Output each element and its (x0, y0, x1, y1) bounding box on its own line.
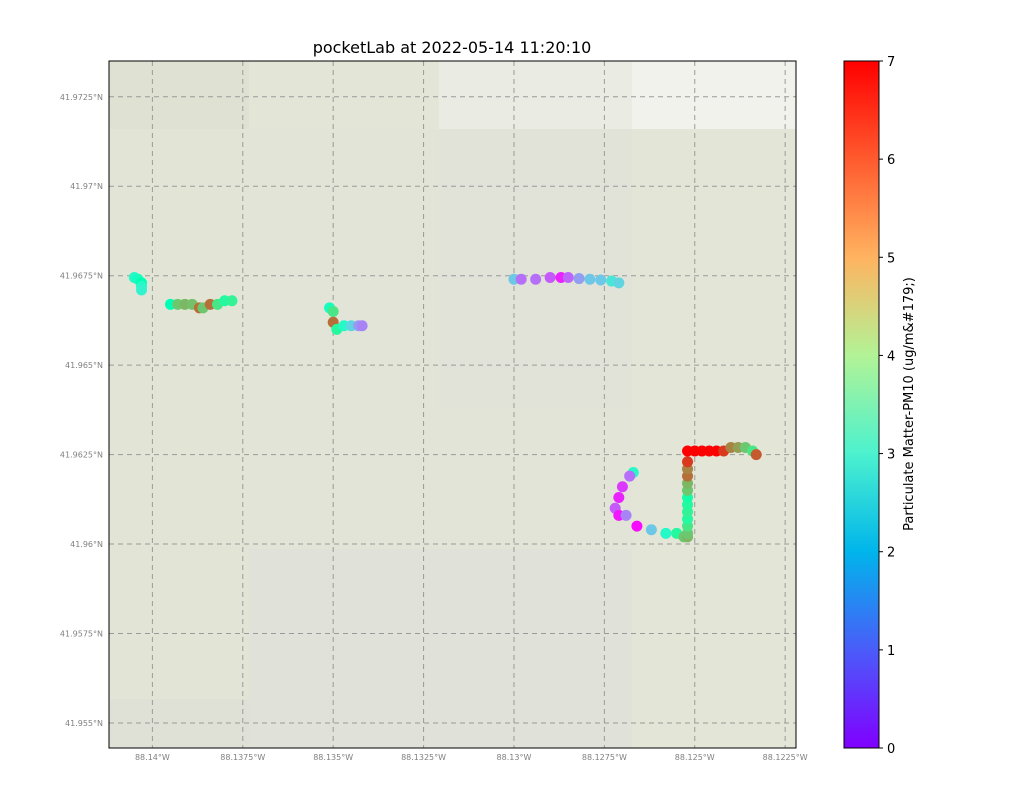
y-tick-labels: 41.955°N 41.9575°N 41.96°N 41.9625°N 41.965°… (60, 93, 103, 728)
data-point (226, 295, 238, 307)
data-point (631, 520, 643, 532)
data-point (750, 449, 762, 461)
colorbar-tick-label: 0 (887, 742, 895, 757)
y-tick-label: 41.96°N (70, 540, 103, 549)
gridlines (109, 61, 796, 748)
colorbar-ticks: 0 1 2 3 4 5 6 7 (879, 55, 895, 757)
colorbar (843, 60, 880, 749)
colorbar-tick-label: 7 (887, 55, 895, 70)
data-point (544, 271, 556, 283)
data-point (136, 284, 148, 296)
data-point (620, 509, 632, 521)
plot-frame (108, 60, 797, 749)
data-point (562, 271, 574, 283)
data-point (613, 277, 625, 289)
data-point (584, 273, 596, 285)
map-background (109, 61, 796, 748)
data-point (327, 305, 339, 317)
colorbar-tick-label: 6 (887, 153, 895, 168)
data-point (624, 470, 636, 482)
x-tick-label: 88.14°W (135, 753, 170, 762)
y-tick-label: 41.97°N (70, 182, 103, 191)
x-tick-label: 88.125°W (675, 753, 715, 762)
colorbar-tick-label: 5 (887, 251, 895, 266)
data-point (682, 456, 694, 468)
data-point (595, 274, 607, 286)
data-points (128, 271, 762, 543)
x-tick-label: 88.1375°W (220, 753, 265, 762)
x-tick-label: 88.1225°W (763, 753, 808, 762)
data-point (645, 524, 657, 536)
chart-title: pocketLab at 2022-05-14 11:20:10 (313, 38, 592, 57)
y-tick-label: 41.955°N (65, 719, 103, 728)
y-tick-label: 41.965°N (65, 361, 103, 370)
data-point (660, 527, 672, 539)
colorbar-tick-label: 4 (887, 349, 895, 364)
y-tick-label: 41.9625°N (60, 451, 103, 460)
x-tick-label: 88.135°W (313, 753, 353, 762)
data-point (530, 273, 542, 285)
data-point (613, 492, 625, 504)
y-tick-label: 41.9575°N (60, 630, 103, 639)
x-tick-labels: 88.14°W 88.1375°W 88.135°W 88.1325°W 88.13°W… (135, 753, 808, 762)
colorbar-tick-label: 1 (887, 644, 895, 659)
x-tick-label: 88.1275°W (582, 753, 627, 762)
y-tick-label: 41.9675°N (60, 272, 103, 281)
colorbar-tick-label: 3 (887, 448, 895, 463)
x-tick-label: 88.1325°W (401, 753, 446, 762)
colorbar-label: Particulate Matter-PM10 (ug/m&#179;) (902, 277, 917, 531)
y-tick-label: 41.9725°N (60, 93, 103, 102)
x-tick-label: 88.13°W (497, 753, 532, 762)
data-point (616, 481, 628, 493)
data-point (515, 273, 527, 285)
data-point (573, 273, 585, 285)
colorbar-tick-label: 2 (887, 546, 895, 561)
data-point (356, 320, 368, 332)
